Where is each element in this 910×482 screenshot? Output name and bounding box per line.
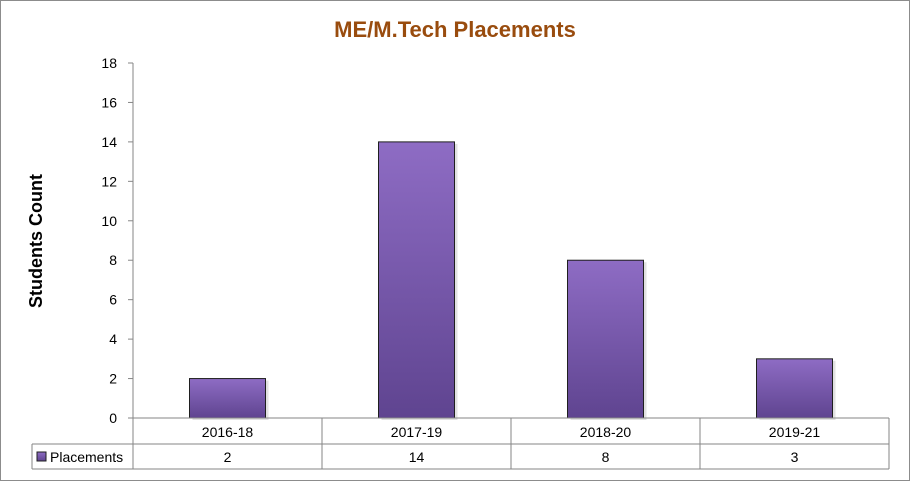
bar-2019-21: [756, 358, 833, 419]
x-category-label: 2017-19: [391, 424, 443, 440]
y-tick-label: 6: [109, 292, 117, 308]
bar-series: [189, 141, 836, 420]
y-axis-label: Students Count: [26, 174, 46, 308]
table-value-cell: 14: [409, 449, 425, 465]
bar-2016-18: [189, 378, 266, 419]
y-tick-label: 4: [109, 331, 117, 347]
y-tick-label: 10: [101, 213, 117, 229]
chart-title: ME/M.Tech Placements: [334, 17, 576, 42]
bar-2017-19: [378, 141, 455, 419]
y-axis-ticks: 0 2 4 6 8 10 12 14 16 18: [101, 55, 133, 426]
y-tick-label: 12: [101, 173, 117, 189]
data-table: 2016-18 2017-19 2018-20 2019-21 Placements 2 1…: [31, 417, 890, 470]
legend-series-name: Placements: [50, 449, 123, 465]
table-value-cell: 8: [602, 449, 610, 465]
x-category-label: 2016-18: [202, 424, 254, 440]
y-tick-label: 8: [109, 252, 117, 268]
y-tick-label: 14: [101, 134, 117, 150]
y-tick-label: 2: [109, 371, 117, 387]
y-tick-label: 16: [101, 94, 117, 110]
table-value-cell: 3: [791, 449, 799, 465]
x-category-label: 2018-20: [580, 424, 632, 440]
table-value-cell: 2: [224, 449, 232, 465]
x-category-label: 2019-21: [769, 424, 821, 440]
bar-2018-20: [567, 259, 644, 419]
y-tick-label: 18: [101, 55, 117, 71]
legend-swatch: [36, 451, 47, 462]
y-tick-label: 0: [109, 410, 117, 426]
